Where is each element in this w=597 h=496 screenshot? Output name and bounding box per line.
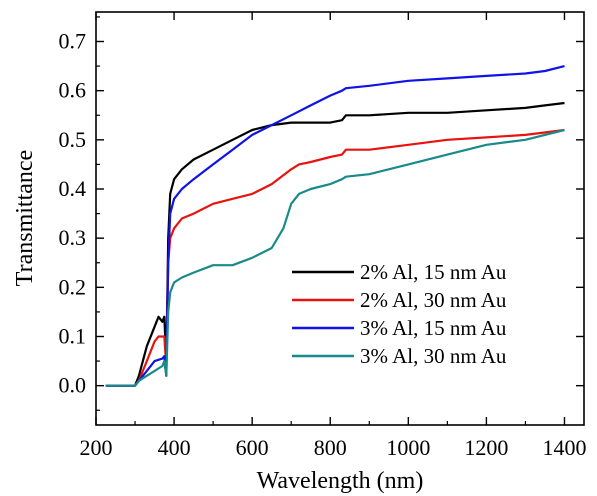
- series-layer: [105, 65, 565, 387]
- y-tick-label: 0.4: [59, 176, 87, 201]
- series-line-3: [105, 65, 565, 387]
- x-tick-label: 600: [236, 435, 269, 460]
- plot-frame: [95, 11, 585, 426]
- y-axis-label: Transmittance: [12, 150, 38, 286]
- tick-layer: 200 400 600 800 1000 1200 1400 0.0 0.1 0.2 0.3 0.4 0…: [59, 12, 586, 460]
- x-tick-label: 200: [80, 435, 113, 460]
- x-tick-label: 1400: [542, 435, 586, 460]
- y-tick-label: 0.0: [59, 373, 87, 398]
- y-tick-label: 0.1: [59, 324, 87, 349]
- legend-label: 2% Al, 15 nm Au: [360, 260, 507, 284]
- y-tick-label: 0.5: [59, 127, 87, 152]
- y-tick-label: 0.6: [59, 78, 87, 103]
- legend-label: 3% Al, 15 nm Au: [360, 316, 507, 340]
- x-tick-label: 800: [314, 435, 347, 460]
- legend-label: 3% Al, 30 nm Au: [360, 344, 507, 368]
- series-line-4: [105, 128, 565, 387]
- legend: 2% Al, 15 nm Au 2% Al, 30 nm Au 3% Al, 15 …: [292, 260, 507, 368]
- x-axis-label: Wavelength (nm): [257, 468, 424, 494]
- series-line-2: [105, 128, 565, 387]
- y-tick-label: 0.3: [59, 225, 87, 250]
- x-tick-label: 400: [158, 435, 191, 460]
- x-tick-label: 1000: [386, 435, 430, 460]
- y-tick-label: 0.2: [59, 274, 87, 299]
- y-tick-label: 0.7: [59, 29, 87, 54]
- legend-label: 2% Al, 30 nm Au: [360, 288, 507, 312]
- x-tick-label: 1200: [464, 435, 508, 460]
- series-line-1: [105, 101, 565, 387]
